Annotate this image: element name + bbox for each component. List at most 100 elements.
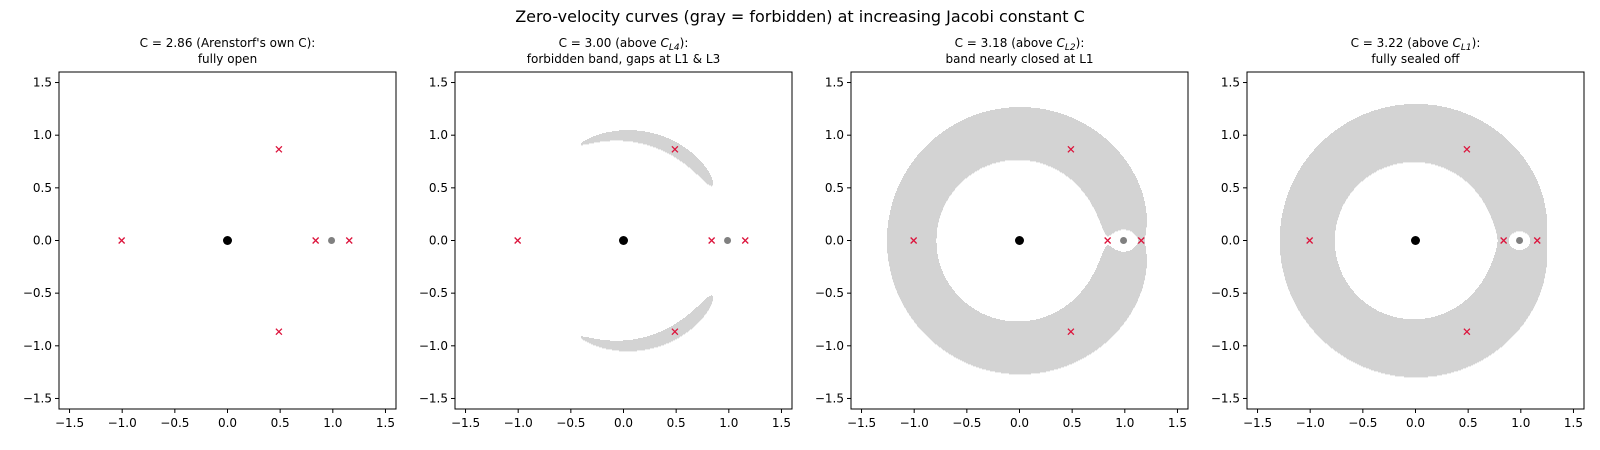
panel-title-prefix: C = 3.18 (above bbox=[955, 36, 1057, 50]
y-tick-label: −1.5 bbox=[23, 391, 52, 405]
panel-title-c: C bbox=[1453, 36, 1462, 50]
y-tick-label: 0.0 bbox=[1221, 234, 1240, 248]
panel-2: C = 3.00 (above CL4):forbidden band, gap… bbox=[419, 36, 793, 430]
y-tick-label: 1.5 bbox=[33, 76, 52, 90]
moon-marker bbox=[1120, 237, 1128, 244]
panel-title: C = 3.18 (above CL2): bbox=[955, 36, 1085, 53]
lagrange-point-marker bbox=[275, 328, 283, 336]
forbidden-region bbox=[581, 130, 713, 352]
figure-suptitle: Zero-velocity curves (gray = forbidden) … bbox=[515, 7, 1085, 26]
y-tick-label: −0.5 bbox=[815, 286, 844, 300]
lagrange-point-marker bbox=[1067, 145, 1075, 153]
lagrange-point-marker bbox=[671, 145, 679, 153]
panel-subtitle: fully sealed off bbox=[1371, 52, 1460, 66]
x-tick-label: 0.5 bbox=[1459, 416, 1478, 430]
x-tick-label: 1.0 bbox=[719, 416, 738, 430]
lagrange-point-marker bbox=[514, 237, 522, 244]
lagrange-point-marker bbox=[1500, 237, 1508, 244]
x-tick-label: −1.5 bbox=[847, 416, 876, 430]
x-tick-label: −0.5 bbox=[1348, 416, 1377, 430]
lagrange-point-marker bbox=[741, 237, 749, 244]
panel-subtitle: forbidden band, gaps at L1 & L3 bbox=[527, 52, 720, 66]
panel-3: C = 3.18 (above CL2):band nearly closed … bbox=[815, 36, 1189, 430]
x-tick-label: 1.5 bbox=[376, 416, 395, 430]
x-tick-label: 1.5 bbox=[1564, 416, 1583, 430]
earth-marker bbox=[1411, 236, 1420, 245]
panel-title-subscript: L1 bbox=[1461, 43, 1472, 53]
y-tick-label: 0.0 bbox=[429, 234, 448, 248]
y-tick-label: −1.0 bbox=[1211, 339, 1240, 353]
panel-title-prefix: C = 3.00 (above bbox=[559, 36, 661, 50]
earth-marker bbox=[223, 236, 232, 245]
panel-title-suffix: ): bbox=[1472, 36, 1481, 50]
y-tick-label: 1.0 bbox=[33, 128, 52, 142]
y-tick-label: 0.5 bbox=[33, 181, 52, 195]
x-tick-label: −1.0 bbox=[900, 416, 929, 430]
panel-title-subscript: L2 bbox=[1065, 43, 1076, 53]
panel-title-prefix: C = 3.22 (above bbox=[1351, 36, 1453, 50]
y-tick-label: −1.0 bbox=[815, 339, 844, 353]
y-tick-label: −0.5 bbox=[419, 286, 448, 300]
forbidden-region bbox=[1280, 104, 1547, 378]
panel-subtitle: band nearly closed at L1 bbox=[945, 52, 1093, 66]
y-tick-label: −0.5 bbox=[1211, 286, 1240, 300]
moon-marker bbox=[328, 237, 336, 244]
x-tick-label: −1.5 bbox=[55, 416, 84, 430]
x-tick-label: −1.5 bbox=[1243, 416, 1272, 430]
x-tick-label: 0.5 bbox=[1063, 416, 1082, 430]
lagrange-point-marker bbox=[1067, 328, 1075, 336]
lagrange-point-marker bbox=[1306, 237, 1314, 244]
y-tick-label: −1.5 bbox=[815, 391, 844, 405]
y-tick-label: 1.5 bbox=[825, 76, 844, 90]
x-tick-label: 1.0 bbox=[323, 416, 342, 430]
lagrange-point-marker bbox=[1533, 237, 1541, 244]
x-tick-label: −0.5 bbox=[556, 416, 585, 430]
moon-marker bbox=[724, 237, 732, 244]
panel-1: C = 2.86 (Arenstorf's own C): fully open −… bbox=[23, 36, 397, 430]
earth-marker bbox=[619, 236, 628, 245]
y-tick-label: 1.5 bbox=[1221, 76, 1240, 90]
x-tick-label: 0.0 bbox=[1406, 416, 1425, 430]
lagrange-point-marker bbox=[1463, 328, 1471, 336]
panel-title: C = 2.86 (Arenstorf's own C): bbox=[140, 36, 316, 50]
y-tick-label: 1.0 bbox=[429, 128, 448, 142]
panel-title: C = 3.22 (above CL1): bbox=[1351, 36, 1481, 53]
moon-marker bbox=[1516, 237, 1524, 244]
lagrange-point-marker bbox=[1137, 237, 1145, 244]
lagrange-point-marker bbox=[275, 145, 283, 153]
x-tick-label: 0.0 bbox=[218, 416, 237, 430]
x-tick-label: −1.0 bbox=[504, 416, 533, 430]
forbidden-region bbox=[887, 107, 1147, 375]
y-tick-label: 0.0 bbox=[825, 234, 844, 248]
x-tick-label: 1.0 bbox=[1115, 416, 1134, 430]
panel-4: C = 3.22 (above CL1):fully sealed off−1.… bbox=[1211, 36, 1585, 430]
y-tick-label: 0.5 bbox=[429, 181, 448, 195]
x-tick-label: 1.5 bbox=[1168, 416, 1187, 430]
y-tick-label: −1.5 bbox=[1211, 391, 1240, 405]
y-tick-label: −1.0 bbox=[419, 339, 448, 353]
lagrange-point-marker bbox=[312, 237, 320, 244]
lagrange-point-marker bbox=[345, 237, 353, 244]
y-tick-label: −0.5 bbox=[23, 286, 52, 300]
y-tick-label: 0.5 bbox=[1221, 181, 1240, 195]
y-tick-label: −1.0 bbox=[23, 339, 52, 353]
lagrange-point-marker bbox=[671, 328, 679, 336]
y-tick-label: 1.0 bbox=[825, 128, 844, 142]
x-tick-label: −1.0 bbox=[108, 416, 137, 430]
panel-title-c: C bbox=[1057, 36, 1066, 50]
lagrange-point-marker bbox=[910, 237, 918, 244]
panel-title-subscript: L4 bbox=[669, 43, 680, 53]
lagrange-point-marker bbox=[1463, 145, 1471, 153]
panel-title: C = 3.00 (above CL4): bbox=[559, 36, 689, 53]
earth-marker bbox=[1015, 236, 1024, 245]
y-tick-label: 0.0 bbox=[33, 234, 52, 248]
x-tick-label: 0.0 bbox=[1010, 416, 1029, 430]
y-tick-label: 0.5 bbox=[825, 181, 844, 195]
y-tick-label: −1.5 bbox=[419, 391, 448, 405]
panel-title-prefix: C = 2.86 (Arenstorf's own C): bbox=[140, 36, 316, 50]
panel-title-suffix: ): bbox=[1076, 36, 1085, 50]
x-tick-label: 1.0 bbox=[1511, 416, 1530, 430]
lagrange-point-marker bbox=[1104, 237, 1112, 244]
panel-title-suffix: ): bbox=[680, 36, 689, 50]
